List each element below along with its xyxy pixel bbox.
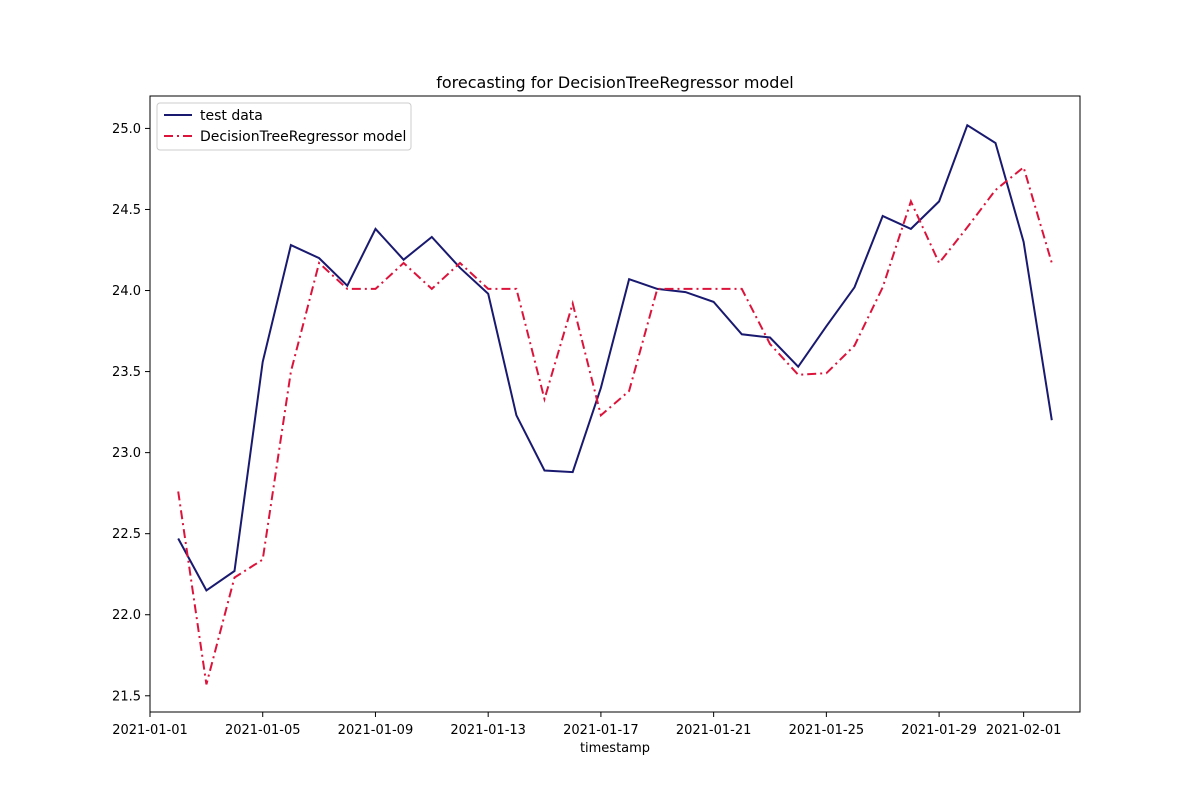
y-tick-label: 23.5 [112, 365, 141, 380]
x-tick-label: 2021-01-25 [789, 723, 865, 738]
series-line-model [177, 165, 1053, 685]
y-tick-label: 23.0 [112, 446, 141, 461]
legend-label-test-data: test data [200, 108, 263, 124]
y-tick-label: 24.5 [112, 203, 141, 218]
y-tick-label: 22.0 [112, 608, 141, 623]
series-layer [177, 123, 1053, 685]
legend-frame [156, 102, 412, 151]
x-tick-label: 2021-01-13 [450, 723, 526, 738]
x-axis: 2021-01-01 2021-01-05 2021-01-09 2021-01-13… [112, 712, 1061, 738]
legend: test data DecisionTreeRegressor model [156, 102, 412, 151]
chart-title: forecasting for DecisionTreeRegressor mo… [436, 73, 793, 92]
y-tick-label: 21.5 [112, 689, 141, 704]
x-tick-label: 2021-02-01 [986, 723, 1062, 738]
x-axis-label: timestamp [580, 741, 650, 756]
x-tick-label: 2021-01-17 [563, 723, 639, 738]
legend-label-model: DecisionTreeRegressor model [200, 129, 406, 145]
x-tick-label: 2021-01-05 [225, 723, 301, 738]
y-tick-label: 24.0 [112, 284, 141, 299]
plot-area-frame [149, 95, 1081, 713]
y-tick-label: 25.0 [112, 122, 141, 137]
series-line-test-data [177, 123, 1053, 592]
y-tick-label: 22.5 [112, 527, 141, 542]
x-tick-label: 2021-01-01 [112, 723, 188, 738]
x-tick-label: 2021-01-09 [338, 723, 414, 738]
x-tick-label: 2021-01-29 [901, 723, 977, 738]
y-axis: 21.5 22.0 22.5 23.0 23.5 24.0 24.5 25.0 [112, 122, 150, 704]
x-tick-label: 2021-01-21 [676, 723, 752, 738]
